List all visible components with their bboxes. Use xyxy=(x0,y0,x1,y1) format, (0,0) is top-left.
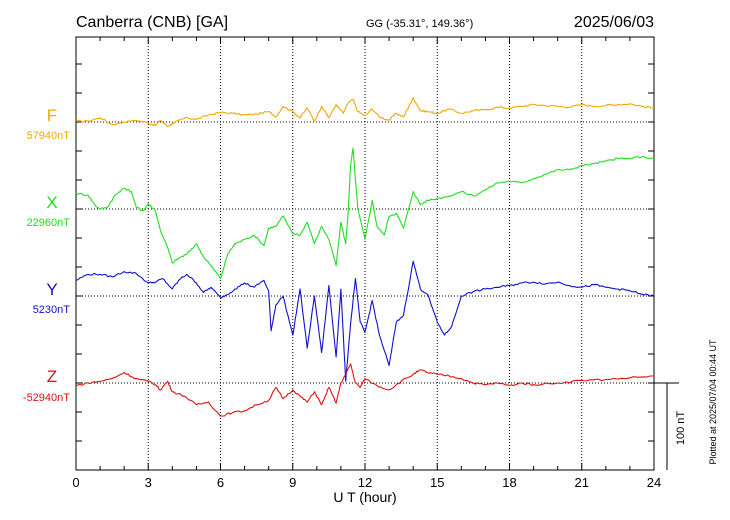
x-axis-label: U T (hour) xyxy=(333,489,396,505)
baseline-label-Y: 5230nT xyxy=(33,304,71,316)
series-line-Y xyxy=(75,260,655,382)
x-tick-label-24: 24 xyxy=(647,475,661,490)
x-tick-label-12: 12 xyxy=(358,475,372,490)
x-tick-labels: 0 3 6 9 12 15 18 21 24 xyxy=(72,475,661,490)
date-label: 2025/06/03 xyxy=(574,14,654,31)
series-group xyxy=(75,97,655,417)
baseline-label-F: 57940nT xyxy=(27,130,71,142)
station-title: Canberra (CNB) [GA] xyxy=(76,14,228,31)
x-tick-label-9: 9 xyxy=(289,475,296,490)
scale-bar xyxy=(654,382,679,470)
series-name-Z: Z xyxy=(47,367,57,386)
x-tick-label-6: 6 xyxy=(217,475,224,490)
x-tick-label-3: 3 xyxy=(145,475,152,490)
series-name-X: X xyxy=(46,193,57,212)
series-line-Z xyxy=(75,363,654,417)
baseline-label-X: 22960nT xyxy=(27,217,71,229)
scale-bar-label: 100 nT xyxy=(675,411,687,446)
station-coords: GG (-35.31°, 149.36°) xyxy=(366,18,473,30)
x-tick-label-15: 15 xyxy=(430,475,444,490)
axis-ticks xyxy=(75,37,655,470)
plotted-note: Plotted at 2025/07/04 00:44 UT xyxy=(708,339,718,465)
x-tick-label-0: 0 xyxy=(72,475,79,490)
series-name-F: F xyxy=(47,106,57,125)
grid xyxy=(76,37,654,470)
series-line-X xyxy=(75,147,655,280)
baseline-label-Z: -52940nT xyxy=(23,392,70,404)
series-line-F xyxy=(75,97,655,127)
series-name-Y: Y xyxy=(46,280,57,299)
x-tick-label-18: 18 xyxy=(502,475,516,490)
x-tick-label-21: 21 xyxy=(575,475,589,490)
